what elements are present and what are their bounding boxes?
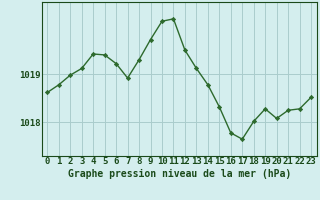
- X-axis label: Graphe pression niveau de la mer (hPa): Graphe pression niveau de la mer (hPa): [68, 169, 291, 179]
